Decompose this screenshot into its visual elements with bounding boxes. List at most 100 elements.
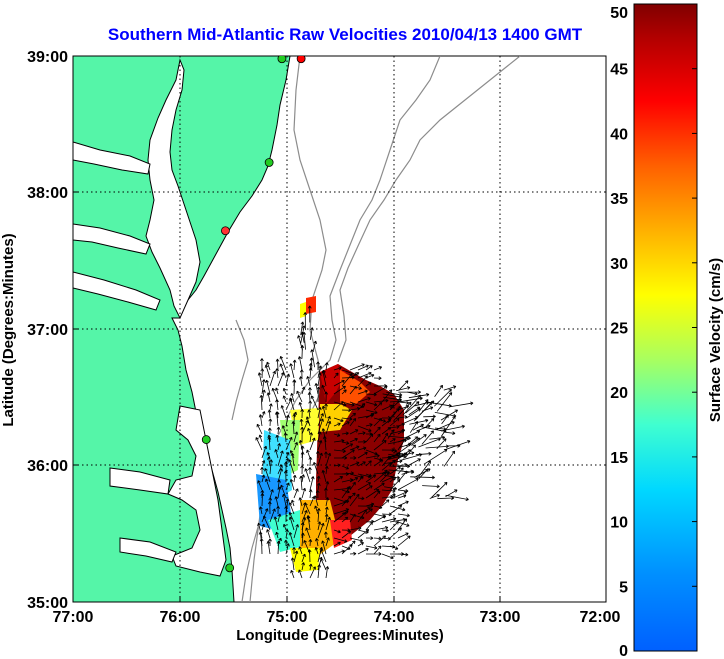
velocity-arrow bbox=[301, 553, 306, 563]
velocity-arrow bbox=[277, 468, 284, 483]
velocity-arrow bbox=[261, 445, 268, 459]
velocity-arrow bbox=[421, 406, 434, 412]
velocity-arrow bbox=[389, 521, 399, 531]
velocity-arrow bbox=[312, 462, 319, 475]
velocity-arrow bbox=[301, 487, 307, 499]
x-tick-label: 75:00 bbox=[267, 609, 308, 626]
velocity-arrow bbox=[276, 505, 280, 515]
velocity-arrow bbox=[317, 521, 322, 531]
velocity-arrow bbox=[444, 439, 471, 451]
velocity-arrow bbox=[306, 449, 311, 459]
velocity-arrow bbox=[373, 366, 383, 371]
velocity-arrow bbox=[349, 429, 359, 435]
velocity-arrow bbox=[365, 409, 378, 415]
velocity-arrow bbox=[306, 515, 311, 531]
velocity-arrow bbox=[316, 482, 321, 491]
velocity-arrow bbox=[373, 440, 387, 451]
velocity-arrow bbox=[341, 465, 349, 470]
velocity-arrow bbox=[288, 532, 295, 547]
velocity-arrow bbox=[324, 487, 328, 499]
velocity-arrow bbox=[341, 443, 354, 451]
velocity-arrow bbox=[349, 461, 360, 467]
velocity-arrow bbox=[283, 470, 288, 483]
velocity-arrow bbox=[290, 452, 295, 467]
velocity-arrow bbox=[397, 430, 405, 435]
velocity-arrow bbox=[317, 440, 323, 451]
x-tick-label: 72:00 bbox=[580, 609, 621, 626]
velocity-arrow bbox=[308, 563, 313, 571]
velocity-arrow bbox=[315, 538, 319, 547]
velocity-arrow bbox=[308, 367, 313, 379]
velocity-arrow bbox=[341, 545, 351, 551]
colorbar-tick-label: 5 bbox=[619, 579, 628, 596]
y-tick-label: 35:00 bbox=[27, 595, 68, 612]
velocity-arrow bbox=[282, 493, 287, 507]
velocity-arrow bbox=[349, 513, 356, 523]
velocity-arrow bbox=[365, 508, 373, 515]
velocity-arrow bbox=[275, 399, 279, 411]
velocity-arrow bbox=[333, 449, 346, 453]
velocity-arrow bbox=[290, 499, 295, 507]
velocity-arrow bbox=[399, 442, 412, 448]
velocity-arrow bbox=[409, 418, 429, 425]
velocity-arrow bbox=[309, 476, 315, 491]
velocity-arrow bbox=[381, 432, 389, 443]
station-marker bbox=[296, 56, 306, 64]
colorbar-ticks: 0 5 10 15 20 25 30 35 40 45 50 bbox=[610, 3, 697, 659]
velocity-arrow bbox=[447, 443, 461, 448]
velocity-arrow bbox=[423, 414, 436, 419]
velocity-arrow bbox=[373, 536, 382, 541]
velocity-arrow bbox=[333, 499, 350, 507]
velocity-arrow bbox=[307, 549, 312, 563]
velocity-arrow bbox=[443, 450, 456, 467]
velocity-arrow bbox=[434, 384, 443, 398]
velocity-arrow bbox=[317, 522, 325, 539]
velocity-arrow bbox=[418, 437, 441, 448]
velocity-arrow bbox=[333, 529, 341, 534]
velocity-arrow bbox=[424, 418, 435, 428]
velocity-arrow bbox=[258, 414, 263, 427]
velocity-arrow bbox=[373, 398, 389, 403]
velocity-arrow bbox=[298, 402, 303, 411]
velocity-arrow bbox=[393, 401, 412, 422]
velocity-arrow bbox=[381, 528, 389, 533]
velocity-arrow bbox=[365, 473, 372, 478]
velocity-arrow bbox=[277, 486, 282, 499]
velocity-arrow bbox=[324, 513, 329, 523]
velocity-arrow bbox=[449, 401, 474, 408]
velocity-arrow bbox=[357, 496, 365, 501]
velocity-arrow bbox=[261, 389, 266, 403]
velocity-arrow bbox=[412, 423, 425, 431]
velocity-arrow bbox=[440, 409, 459, 421]
velocity-arrow bbox=[392, 452, 405, 458]
y-axis-label: Latitude (Degrees:Minutes) bbox=[0, 233, 17, 426]
velocity-arrow bbox=[333, 512, 347, 523]
velocity-arrow bbox=[373, 482, 385, 491]
y-tick-label: 37:00 bbox=[27, 322, 68, 339]
velocity-arrow bbox=[357, 439, 367, 444]
velocity-arrow bbox=[296, 390, 303, 403]
velocity-arrow bbox=[381, 499, 390, 507]
velocity-arrow bbox=[341, 441, 350, 445]
velocity-arrow bbox=[257, 522, 263, 539]
velocity-arrow bbox=[406, 408, 421, 419]
velocity-arrow bbox=[373, 490, 381, 499]
velocity-arrow bbox=[365, 485, 373, 491]
velocity-arrow bbox=[291, 421, 296, 435]
velocity-arrow bbox=[389, 504, 403, 515]
velocity-arrow bbox=[365, 536, 374, 540]
velocity-arrow bbox=[293, 431, 299, 443]
x-tick-label: 76:00 bbox=[160, 609, 201, 626]
colorbar-tick-label: 45 bbox=[610, 62, 628, 79]
velocity-arrow bbox=[414, 401, 430, 407]
velocity-arrow bbox=[292, 474, 297, 483]
velocity-arrow bbox=[292, 547, 296, 555]
colorbar bbox=[633, 3, 698, 652]
velocity-arrow bbox=[397, 552, 409, 557]
velocity-arrow bbox=[379, 472, 390, 483]
velocity-arrow bbox=[261, 474, 266, 483]
velocity-arrow bbox=[373, 535, 386, 547]
velocity-arrow bbox=[333, 385, 346, 395]
velocity-arrow bbox=[308, 467, 312, 475]
velocity-arrow bbox=[301, 510, 308, 523]
